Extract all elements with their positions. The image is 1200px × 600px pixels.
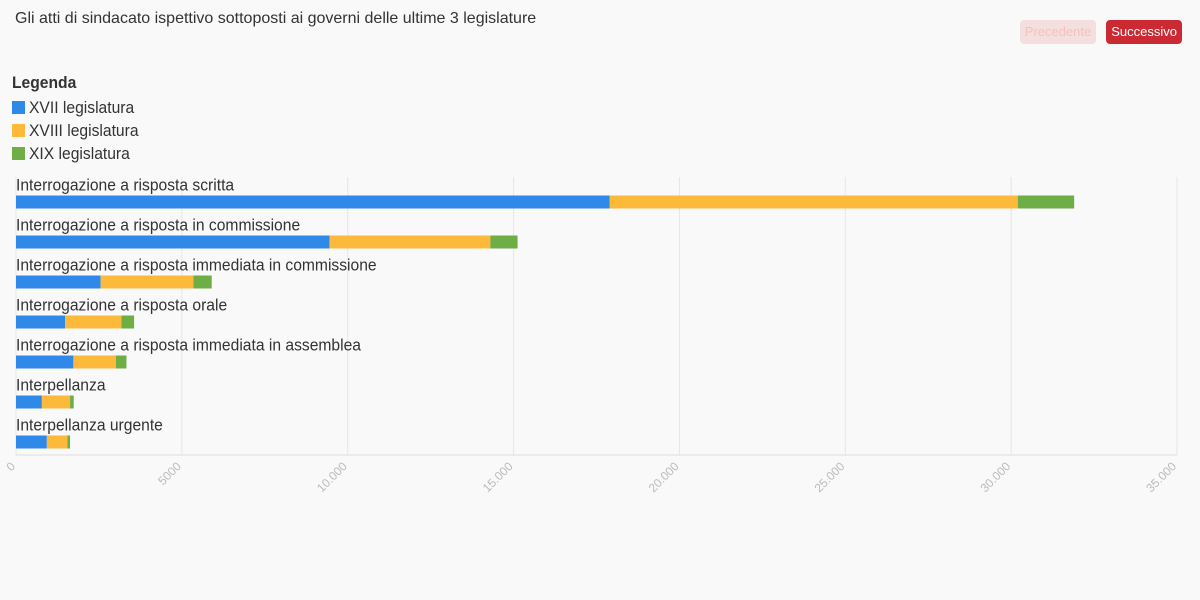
chart-title: Gli atti di sindacato ispettivo sottopos… (15, 10, 537, 27)
bar-segment (73, 355, 116, 369)
bar-segment (16, 235, 330, 249)
legend-swatch-xvii (12, 101, 25, 114)
pagination: Precedente Successivo (1019, 20, 1182, 44)
bar-segment (16, 275, 101, 289)
bar-segment (67, 435, 71, 449)
bar-segment (329, 235, 491, 249)
legend-item-xix: XIX legislatura (12, 142, 148, 165)
bar-segment (16, 435, 47, 449)
bar-segment (121, 315, 135, 329)
bar-segment (46, 435, 68, 449)
next-button[interactable]: Successivo (1106, 20, 1182, 44)
legend: Legenda XVII legislatura XVIII legislatu… (12, 73, 148, 165)
category-label: Interrogazione a risposta orale (16, 296, 227, 315)
bar-segment (609, 195, 1018, 209)
bar-segment (16, 355, 74, 369)
x-tick-label: 20.000 (646, 459, 682, 495)
x-tick-label: 15.000 (480, 459, 516, 495)
category-label: Interpellanza (16, 376, 106, 395)
bar-segment (65, 315, 122, 329)
category-label: Interrogazione a risposta in commissione (16, 216, 300, 235)
previous-button[interactable]: Precedente (1019, 20, 1097, 44)
x-tick-label: 5000 (155, 459, 184, 488)
x-tick-label: 35.000 (1143, 459, 1179, 495)
bar-segment (16, 395, 42, 409)
legend-label-xvii: XVII legislatura (29, 97, 135, 117)
category-label: Interrogazione a risposta scritta (16, 176, 235, 195)
legend-label-xviii: XVIII legislatura (29, 120, 139, 140)
x-tick-label: 10.000 (314, 459, 350, 495)
bar-segment (490, 235, 518, 249)
legend-item-xvii: XVII legislatura (12, 96, 148, 119)
legend-swatch-xix (12, 147, 25, 160)
category-label: Interrogazione a risposta immediata in c… (16, 256, 377, 275)
bar-segment (16, 195, 610, 209)
legend-label-xix: XIX legislatura (29, 143, 130, 163)
legend-swatch-xviii (12, 124, 25, 137)
x-tick-label: 30.000 (977, 459, 1013, 495)
bar-segment (100, 275, 194, 289)
bar-segment (193, 275, 212, 289)
bar-segment (70, 395, 74, 409)
bar-segment (1017, 195, 1075, 209)
legend-title: Legenda (12, 73, 77, 92)
bar-segment (16, 315, 66, 329)
bar-segment (41, 395, 71, 409)
bar-segment (115, 355, 127, 369)
legend-item-xviii: XVIII legislatura (12, 119, 148, 142)
category-label: Interrogazione a risposta immediata in a… (16, 336, 362, 355)
category-label: Interpellanza urgente (16, 416, 163, 435)
x-tick-label: 0 (3, 459, 18, 474)
x-tick-label: 25.000 (812, 459, 848, 495)
